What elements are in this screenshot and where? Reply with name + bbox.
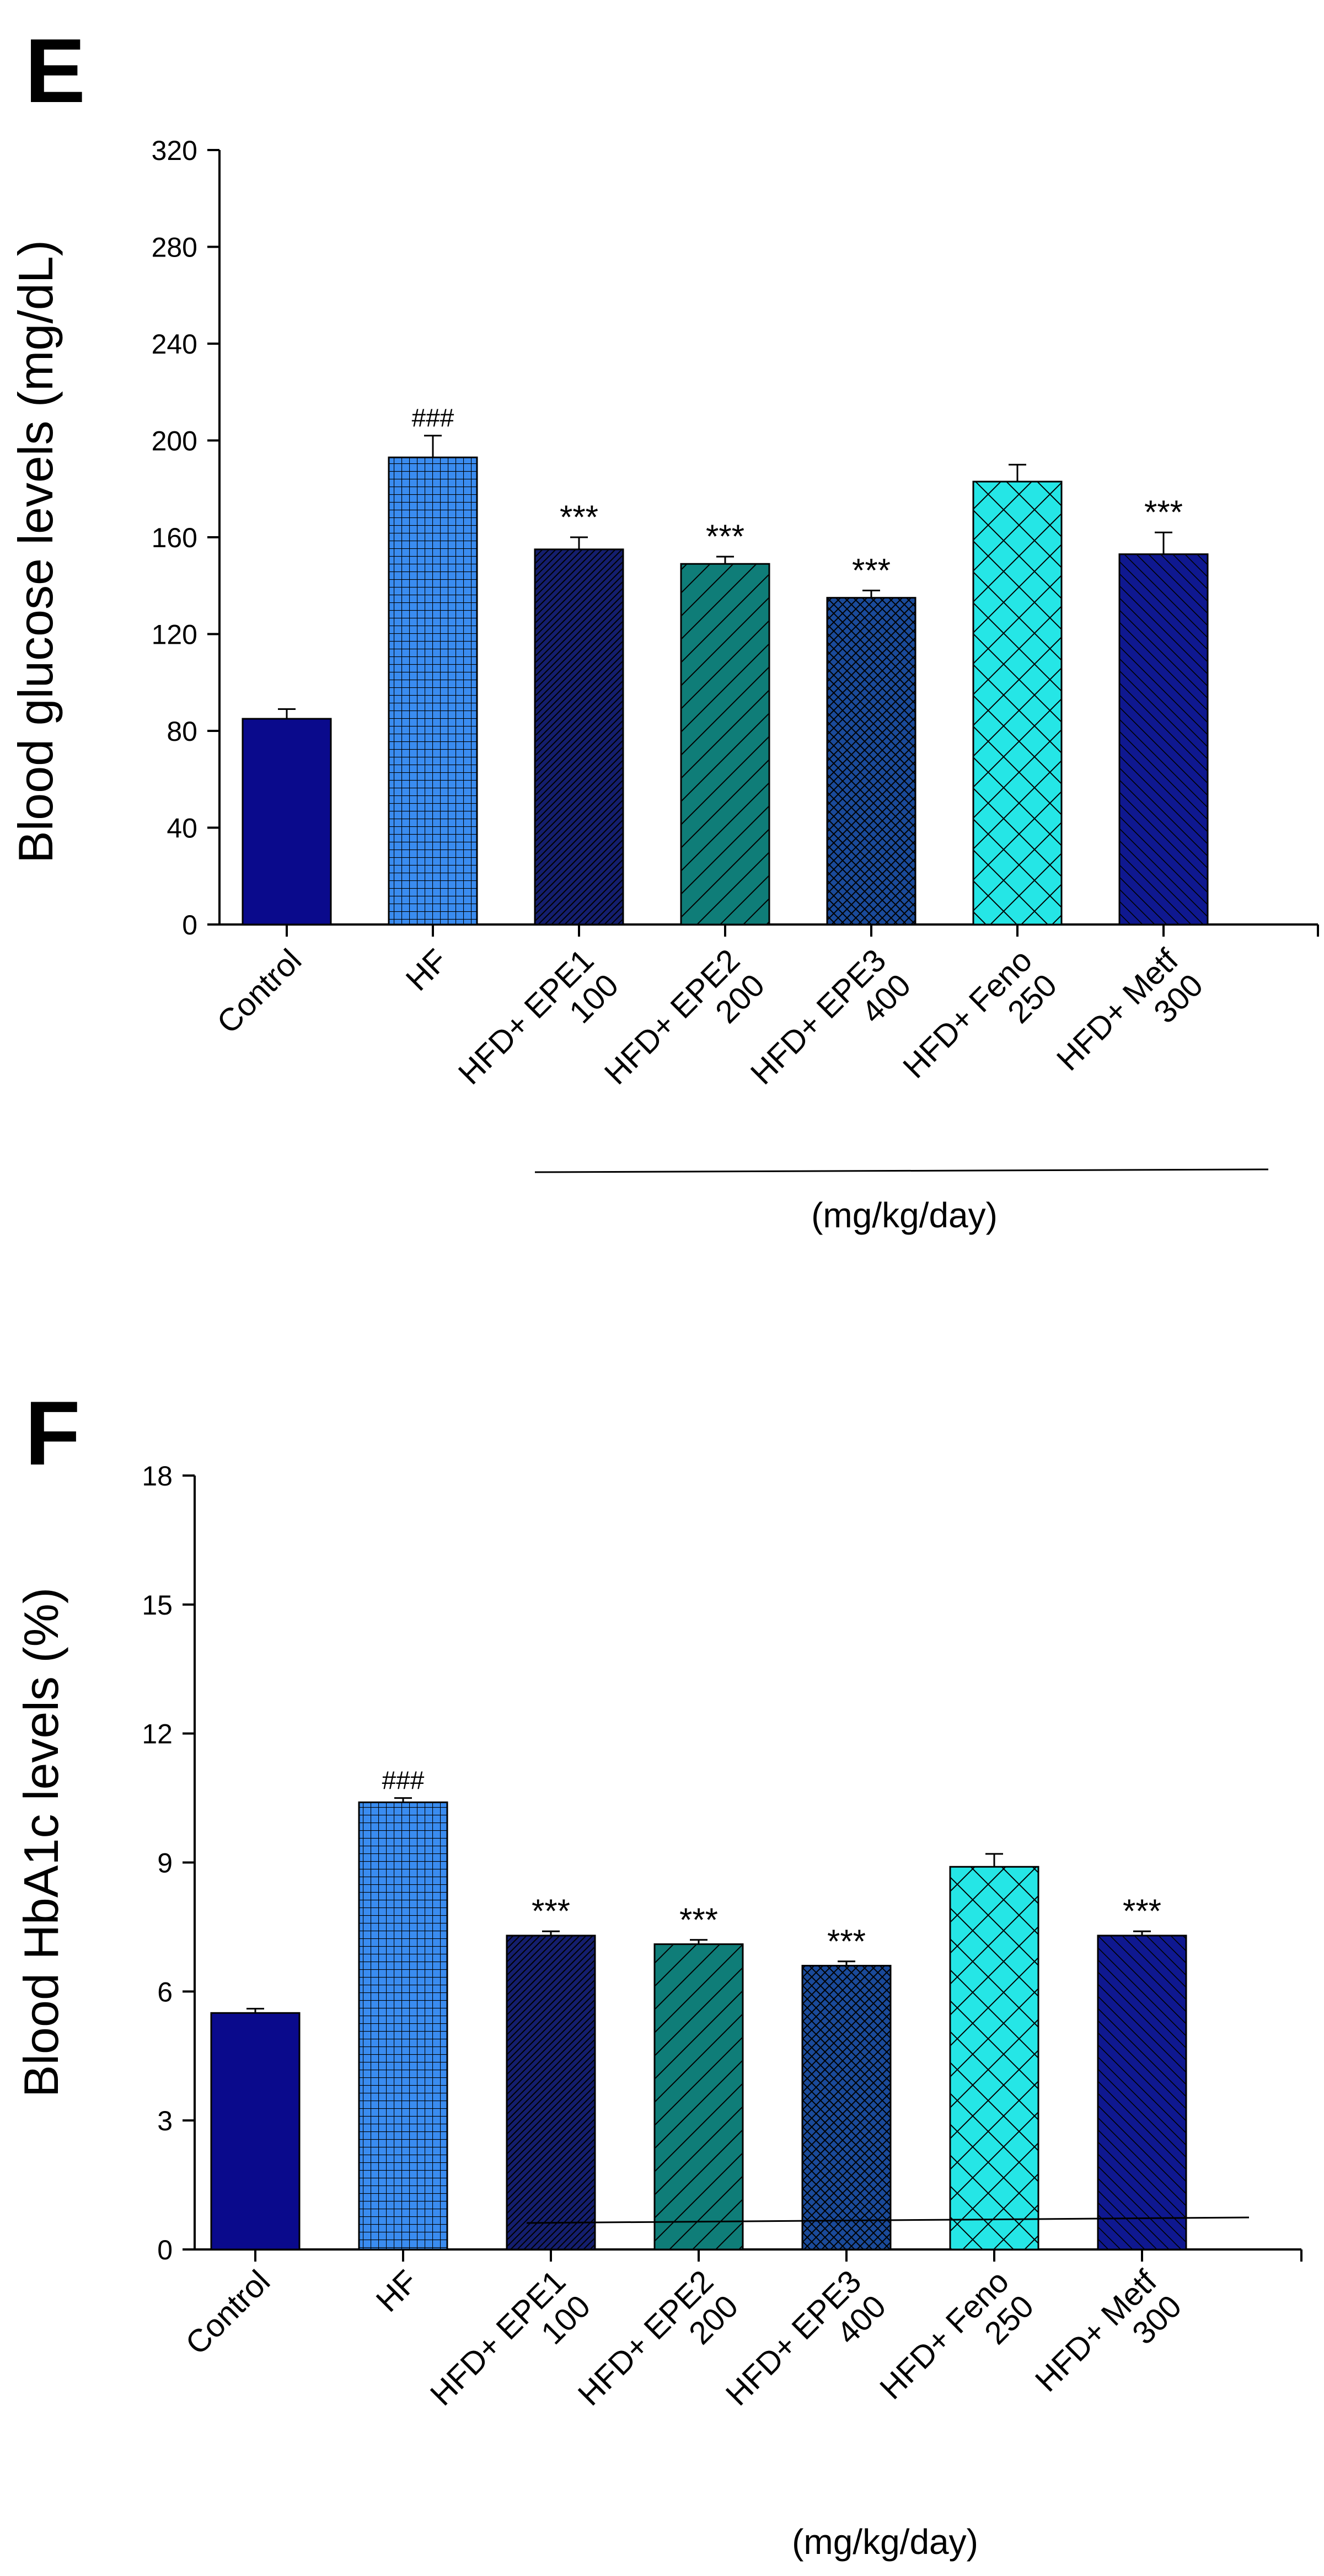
bar xyxy=(210,2012,301,2251)
y-tick-label: 18 xyxy=(142,1461,173,1492)
x-tick-label: HFD+ EPE2200 xyxy=(571,2263,746,2438)
significance-label: *** xyxy=(706,518,744,555)
x-tick-label: HF xyxy=(399,942,455,998)
significance-label: *** xyxy=(560,499,598,536)
y-tick-label: 200 xyxy=(152,426,197,457)
y-tick-label: 0 xyxy=(182,910,197,940)
x-tick-label: HFD+ Metf300 xyxy=(1050,942,1210,1103)
x-tick-label: HFD+ EPE1100 xyxy=(452,942,626,1116)
significance-label: *** xyxy=(679,1901,718,1938)
significance-label: *** xyxy=(1123,1893,1161,1930)
panel-f-chart: F Blood HbA1c levels (%) (mg/kg/day) 0 3 6… xyxy=(14,1382,1302,2562)
y-tick-label: 6 xyxy=(157,1976,173,2007)
bar xyxy=(949,1866,1039,2251)
x-tick-label: HFD+ EPE2200 xyxy=(598,942,772,1116)
x-tick-label: HFD+ Feno250 xyxy=(873,2263,1041,2431)
x-tick-label: Control xyxy=(179,2263,277,2361)
y-tick-label: 160 xyxy=(152,522,197,553)
y-tick-label: 12 xyxy=(142,1719,173,1750)
y-axis-title: Blood HbA1c levels (%) xyxy=(14,1588,68,2097)
bar xyxy=(388,456,478,926)
x-tick-label: HF xyxy=(369,2263,425,2319)
y-tick-label: 9 xyxy=(157,1848,173,1879)
significance-label: ### xyxy=(412,404,454,432)
bar xyxy=(653,1943,744,2251)
significance-label: *** xyxy=(1144,494,1183,531)
x-group-label: (mg/kg/day) xyxy=(792,2522,978,2562)
panel-e-chart: E Blood glucose levels (mg/dL) (mg/kg/da… xyxy=(8,20,1319,1235)
y-tick-label: 80 xyxy=(167,716,197,747)
y-tick-label: 3 xyxy=(157,2105,173,2136)
bar xyxy=(680,563,770,926)
bar xyxy=(242,718,332,926)
x-tick-label: HFD+ Metf300 xyxy=(1028,2263,1189,2424)
bar xyxy=(534,548,624,926)
dose-group-line xyxy=(534,1168,1269,1173)
y-tick-label: 0 xyxy=(157,2235,173,2265)
bar xyxy=(826,597,916,926)
bar xyxy=(972,480,1063,926)
dose-group-line xyxy=(526,2216,1250,2224)
panel-label: E xyxy=(25,20,85,121)
y-tick-label: 120 xyxy=(152,619,197,650)
panel-label: F xyxy=(25,1382,81,1484)
y-tick-label: 320 xyxy=(152,135,197,166)
significance-label: *** xyxy=(532,1893,570,1930)
y-tick-label: 280 xyxy=(152,232,197,263)
x-tick-label: HFD+ EPE3400 xyxy=(719,2263,893,2438)
bar xyxy=(801,1965,892,2251)
significance-label: *** xyxy=(827,1923,866,1960)
bar xyxy=(1097,1934,1187,2251)
x-tick-label: Control xyxy=(210,942,308,1040)
x-tick-label: HFD+ EPE1100 xyxy=(424,2263,598,2438)
x-tick-label: HFD+ Feno250 xyxy=(896,942,1064,1110)
y-tick-label: 240 xyxy=(152,329,197,360)
bar xyxy=(506,1934,596,2251)
bar xyxy=(358,1801,448,2251)
significance-label: *** xyxy=(852,552,891,589)
x-tick-label: HFD+ EPE3400 xyxy=(744,942,918,1116)
y-tick-label: 40 xyxy=(167,813,197,844)
x-group-label: (mg/kg/day) xyxy=(811,1195,998,1235)
y-tick-label: 15 xyxy=(142,1590,173,1621)
bar xyxy=(1118,553,1209,926)
significance-label: ### xyxy=(382,1766,425,1795)
y-axis-title: Blood glucose levels (mg/dL) xyxy=(8,240,63,863)
